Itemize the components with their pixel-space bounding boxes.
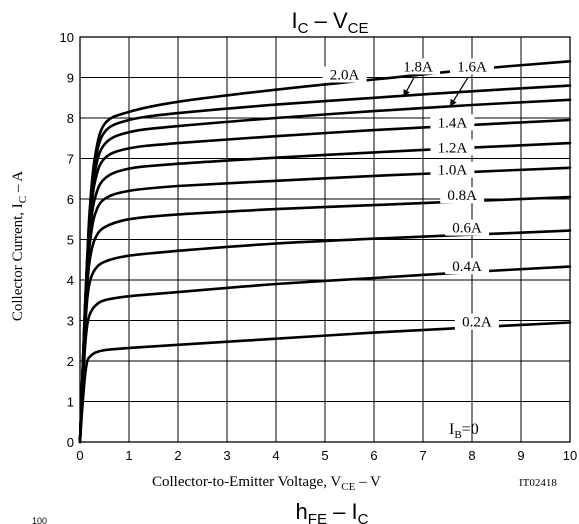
ib-zero-label: IB=0 — [449, 421, 479, 441]
curve-ib-0-2a — [78, 321, 572, 444]
grid — [80, 37, 570, 442]
x-tick-label: 4 — [272, 448, 279, 463]
series-label-bg — [430, 161, 475, 178]
x-tick-label: 6 — [370, 448, 377, 463]
x-tick-label: 3 — [223, 448, 230, 463]
y-tick-label: 1 — [67, 395, 74, 410]
series-label: 0.4A — [452, 259, 482, 275]
series-label-bg — [445, 219, 490, 236]
x-tick-label: 9 — [517, 448, 524, 463]
plot-frame — [79, 36, 571, 443]
y-tick-label: 3 — [67, 314, 74, 329]
series-labels: 0.2A 0.4A 0.6A 0.8A 1.0A 1.2A 1.4A 2.0A 1.8A 1.6A — [322, 58, 499, 331]
series-label: 1.4A — [438, 115, 468, 131]
callout-label: 1.8A — [403, 59, 433, 75]
chart-title: IC – VCE — [292, 8, 369, 37]
x-tick-label: 7 — [419, 448, 426, 463]
y-tick-label: 8 — [67, 111, 74, 126]
axes: 0 1 2 3 4 5 6 7 8 9 10 0 1 2 3 4 5 6 7 8 9 10 — [60, 30, 578, 463]
next-chart-title: hFE – IC — [296, 499, 369, 524]
series-label: 0.8A — [447, 188, 477, 204]
y-tick-label: 6 — [67, 192, 74, 207]
y-tick-label: 4 — [67, 273, 74, 288]
y-tick-label: 7 — [67, 152, 74, 167]
callout-label-bg — [322, 66, 367, 83]
y-tick-label: 2 — [67, 354, 74, 369]
y-tick-label: 9 — [67, 71, 74, 86]
series-label: 1.0A — [438, 163, 468, 179]
callout-label-bg — [450, 58, 494, 75]
series-label-bg — [430, 114, 475, 131]
x-tick-label: 2 — [174, 448, 181, 463]
x-axis-label: Collector-to-Emitter Voltage, VCE – V — [152, 474, 381, 493]
y-tick-label: 0 — [67, 435, 74, 450]
figure-code: IT02418 — [519, 477, 557, 489]
x-tick-label: 10 — [563, 448, 577, 463]
callout-arrow-head — [449, 98, 457, 107]
series-label: 1.2A — [438, 140, 468, 156]
series-label: 0.2A — [462, 315, 492, 331]
y-tick-label: 10 — [60, 30, 74, 45]
curve-group — [78, 60, 572, 444]
series-label-bg — [445, 258, 490, 275]
series-label-bg — [440, 187, 485, 204]
x-tick-label: 0 — [76, 448, 83, 463]
callout-label-bg — [396, 58, 441, 75]
callout-arrow-head — [403, 89, 410, 97]
next-chart-tick: 100 — [32, 516, 47, 524]
callout-label: 2.0A — [330, 68, 360, 84]
curve-ib-2-0a — [78, 60, 572, 444]
callout-label: 1.6A — [457, 59, 487, 75]
series-label: 0.6A — [452, 221, 482, 237]
x-tick-label: 5 — [321, 448, 328, 463]
x-tick-label: 8 — [468, 448, 475, 463]
x-tick-label: 1 — [125, 448, 132, 463]
y-tick-label: 5 — [67, 233, 74, 248]
series-label-bg — [454, 313, 499, 330]
y-axis-label: Collector Current, IC – A — [10, 171, 29, 321]
series-label-bg — [430, 139, 475, 156]
